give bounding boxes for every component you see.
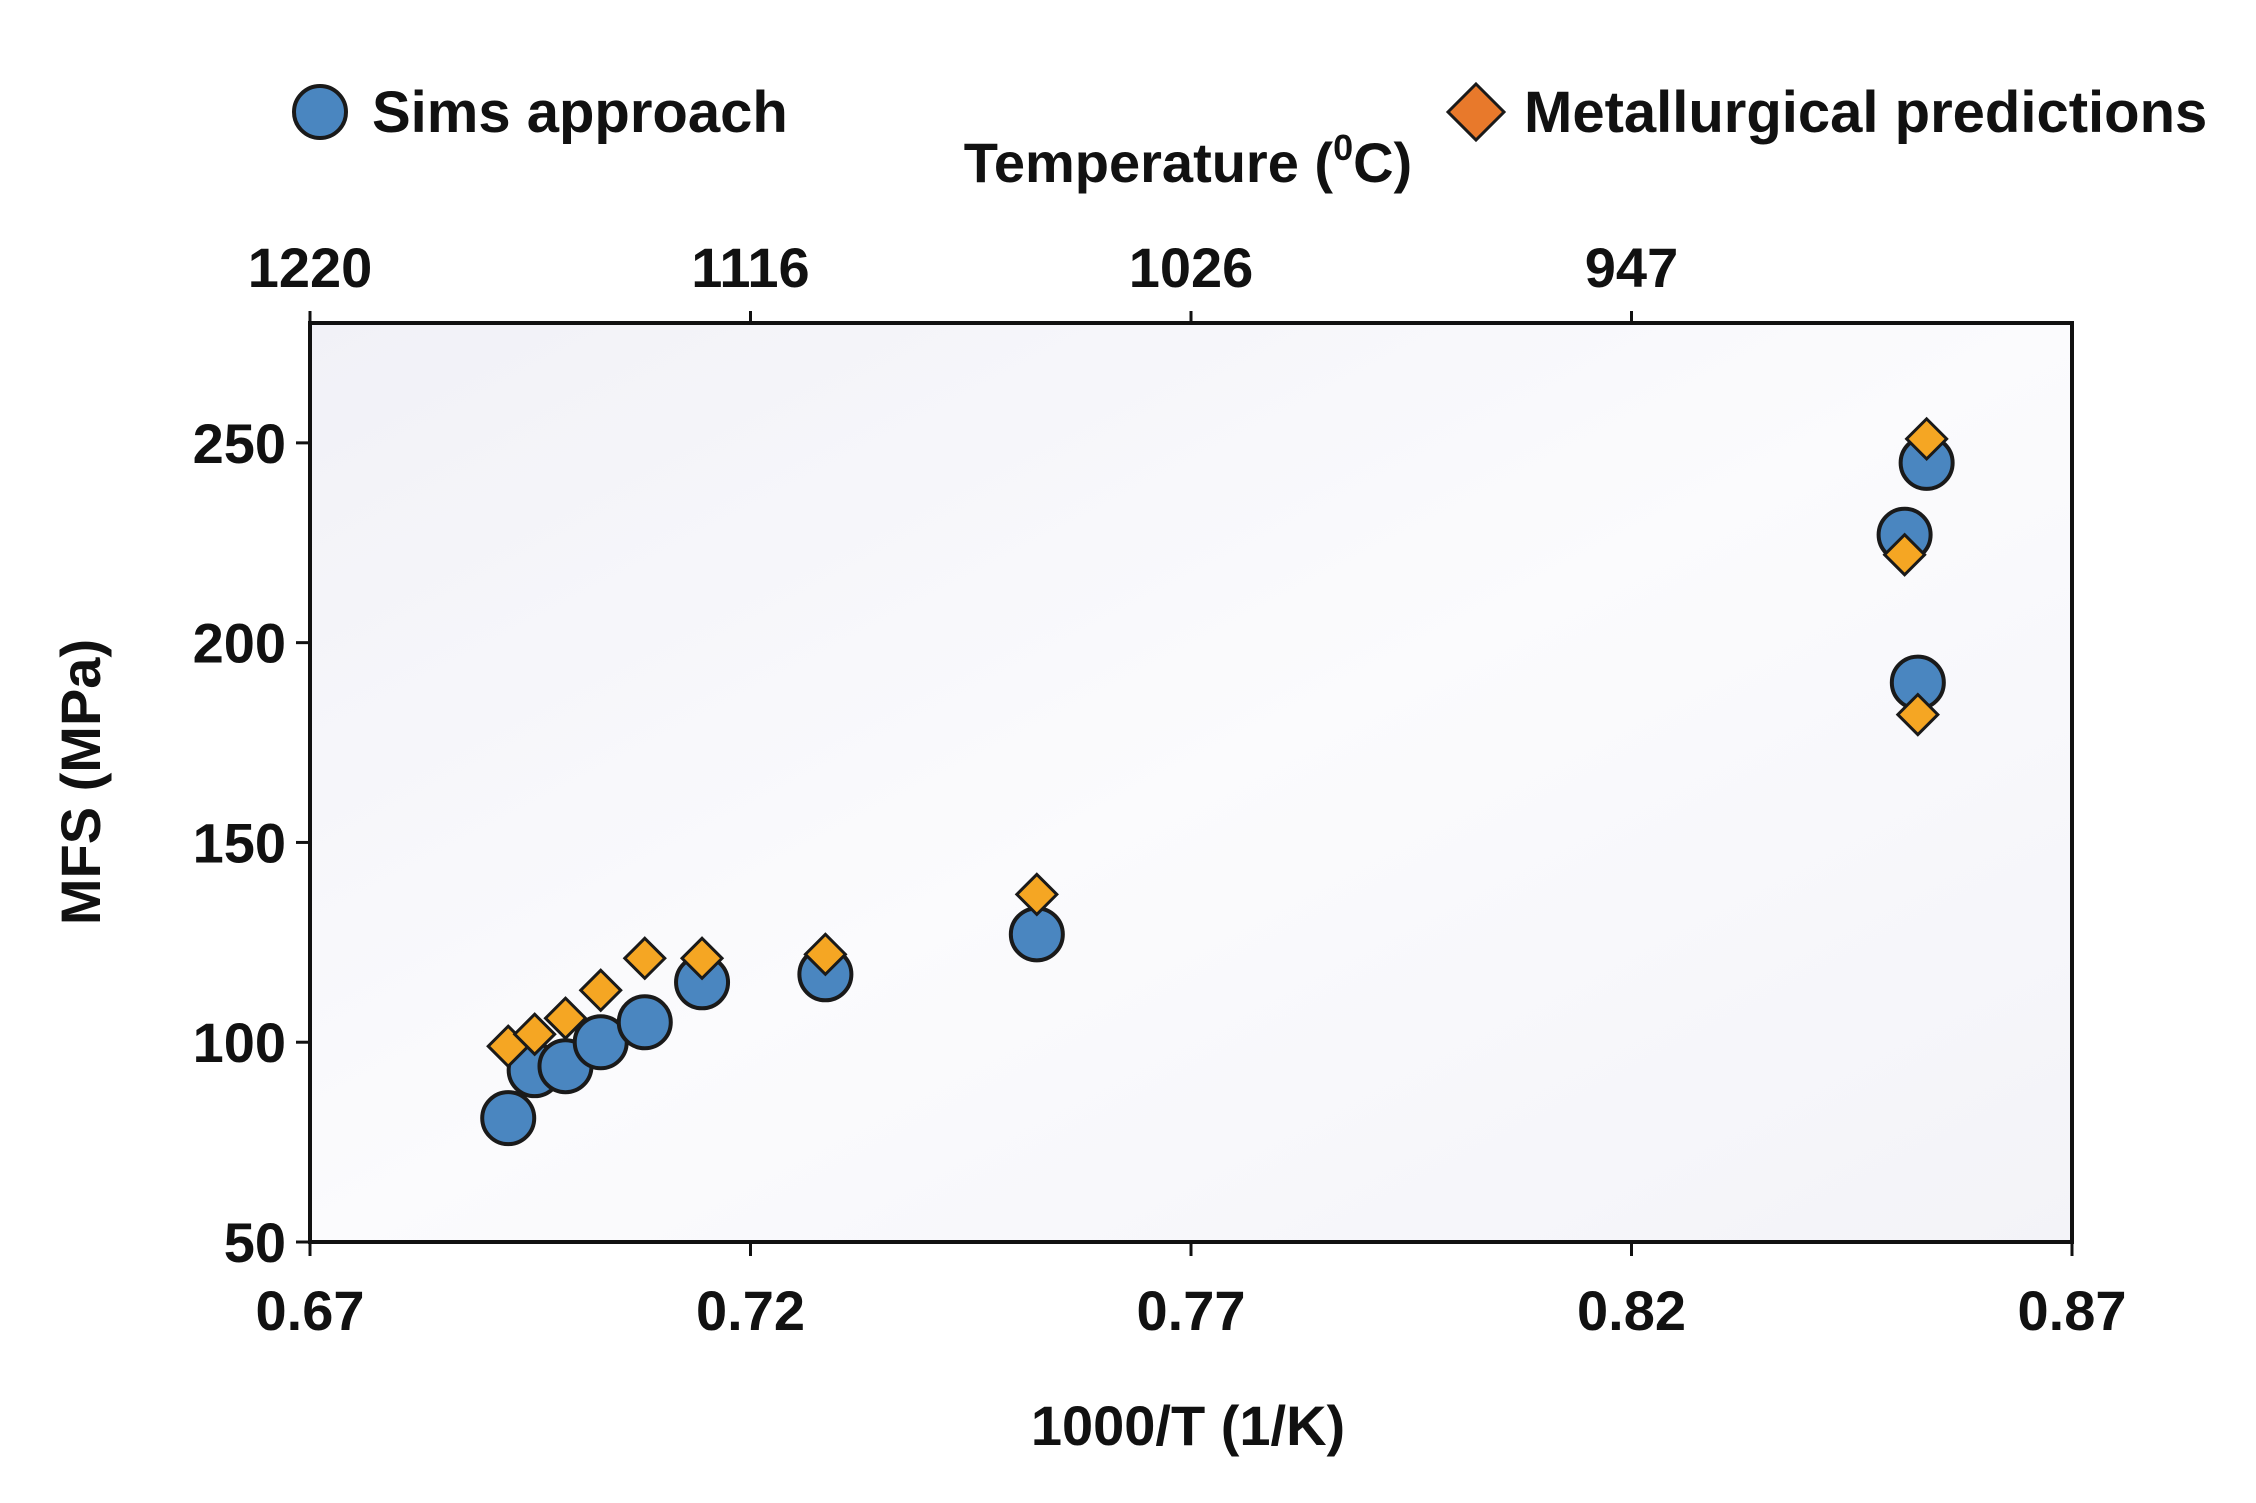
top-tick-label: 947 [1585,236,1678,299]
legend-sims-label: Sims approach [372,80,788,145]
x-tick-label: 0.72 [696,1279,805,1342]
y-tick-label: 100 [193,1011,286,1074]
legend: Sims approach Metallurgical predictions [292,80,2207,145]
sims-approach-point [616,994,673,1051]
legend-metallurgical-label: Metallurgical predictions [1524,80,2207,145]
top-tick-label: 1220 [248,236,373,299]
legend-sims-marker [292,84,348,140]
top-tick-label: 1026 [1129,236,1254,299]
y-tick-label: 250 [193,412,286,475]
sims-approach-point [480,1090,537,1147]
y-tick-label: 50 [224,1211,286,1274]
metallurgical-prediction-point [679,936,725,981]
x-axis-title: 1000/T (1/K) [1031,1394,1345,1457]
x-tick-label: 0.67 [256,1279,365,1342]
plot-area [308,321,2074,1244]
metallurgical-prediction-point [803,932,848,977]
metallurgical-prediction-point [543,996,588,1041]
y-tick-label: 150 [193,811,286,874]
series-sims-approach [480,434,1955,1147]
series-metallurgical-predictions [486,416,1949,1069]
x-tick-label: 0.82 [1577,1279,1686,1342]
metallurgical-prediction-point [1014,872,1059,917]
metallurgical-prediction-point [1882,532,1927,577]
y-tick-label: 200 [193,612,286,675]
x-tick-label: 0.77 [1137,1279,1246,1342]
metallurgical-prediction-point [512,1012,557,1057]
metallurgical-prediction-point [1904,416,1949,461]
legend-metallurgical-marker [1445,81,1507,143]
y-axis: 50 100 150 200 250 [193,412,310,1274]
metallurgical-prediction-point [1895,692,1940,737]
top-axis: 1220 1116 1026 947 [248,236,1678,323]
top-axis-title: Temperature (0C) [964,127,1412,194]
top-tick-label: 1116 [691,236,809,299]
x-axis: 0.67 0.72 0.77 0.82 0.87 [256,1242,2127,1342]
metallurgical-prediction-point [622,936,667,981]
metallurgical-prediction-point [578,968,623,1013]
y-axis-title: MFS (MPa) [49,639,112,925]
x-tick-label: 0.87 [2018,1279,2127,1342]
